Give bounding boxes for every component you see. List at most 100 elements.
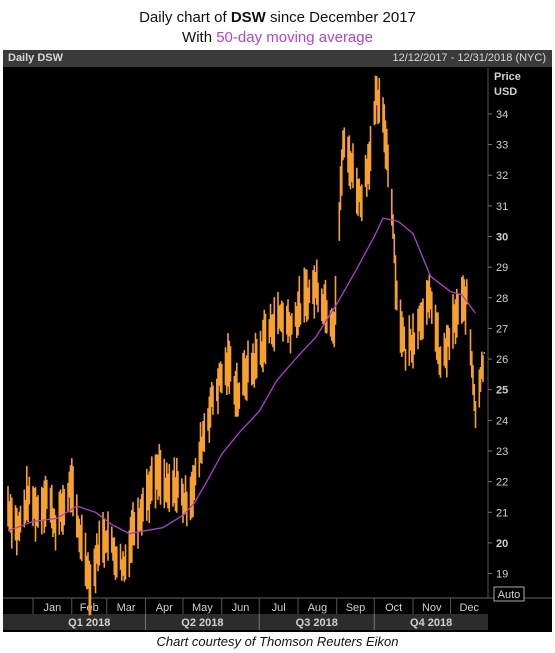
x-quarter-label: Q3 2018 <box>296 617 338 629</box>
price-point <box>202 434 204 437</box>
y-tick-label: 22 <box>496 477 508 489</box>
chart-credit: Chart courtesy of Thomson Reuters Eikon <box>156 634 399 649</box>
y-tick-label: 27 <box>496 323 508 335</box>
price-point <box>413 333 416 336</box>
price-series-bars <box>7 75 484 616</box>
price-point <box>228 364 231 367</box>
y-tick-label: 31 <box>496 201 508 213</box>
price-point <box>289 324 292 327</box>
y-tick-label: 24 <box>496 415 508 427</box>
x-month-label: Jun <box>232 602 250 614</box>
price-point <box>404 352 407 354</box>
title-line-1: Daily chart of DSW since December 2017 <box>0 8 555 28</box>
price-point <box>37 511 39 514</box>
chart-date-range: 12/12/2017 - 12/31/2018 (NYC) <box>392 52 547 64</box>
title-prefix: Daily chart of <box>139 9 227 26</box>
x-month-label: Apr <box>156 602 173 614</box>
price-point <box>375 97 378 100</box>
y-tick-label: 20 <box>496 538 508 550</box>
price-point <box>77 526 79 529</box>
x-month-label: Jul <box>272 602 286 614</box>
price-chart-svg[interactable]: Price USD 19 20 21 22 23 24 25 26 27 28 29 30 31 32 33 34… <box>3 50 552 632</box>
y-axis-label-unit: USD <box>494 86 517 98</box>
price-point <box>448 339 451 342</box>
price-point <box>114 554 117 557</box>
title-line2-highlight: 50-day moving average <box>216 29 373 46</box>
y-tick-label: 21 <box>496 507 508 519</box>
price-point <box>84 554 87 557</box>
price-point <box>167 492 169 495</box>
price-point <box>184 502 187 504</box>
price-point <box>350 165 353 167</box>
title-line2-prefix: With <box>182 29 213 46</box>
price-point <box>123 566 126 569</box>
price-point <box>298 309 301 311</box>
price-point <box>237 394 239 397</box>
price-point <box>272 321 274 324</box>
price-point <box>245 370 248 373</box>
price-point <box>219 376 222 379</box>
price-point <box>342 143 344 146</box>
y-tick-label: 28 <box>496 293 508 305</box>
price-point <box>333 321 336 324</box>
x-month-label: Nov <box>422 602 442 614</box>
price-point <box>105 532 108 535</box>
price-point <box>140 505 143 508</box>
x-month-label: Jan <box>44 602 62 614</box>
price-point <box>54 523 57 526</box>
chart-panel: Daily DSW 12/12/2017 - 12/31/2018 (NYC) … <box>3 50 552 632</box>
chart-title: Daily chart of DSW since December 2017 W… <box>0 8 555 48</box>
title-line-2: With 50-day moving average <box>0 28 555 48</box>
price-point <box>457 309 459 311</box>
y-tick-label: 25 <box>496 385 508 397</box>
price-point <box>254 361 257 364</box>
x-month-label: May <box>192 602 213 614</box>
price-point <box>97 548 99 550</box>
price-point <box>390 198 393 201</box>
price-point <box>483 352 486 354</box>
price-point <box>280 315 283 318</box>
moving-average-line <box>7 217 477 535</box>
y-tick-label: 34 <box>496 109 508 121</box>
x-month-label: Aug <box>308 602 328 614</box>
y-tick-label: 32 <box>496 170 508 182</box>
y-axis-label-price: Price <box>494 71 521 83</box>
auto-scale-label: Auto <box>498 589 521 601</box>
price-point <box>324 306 327 308</box>
x-month-label: Oct <box>385 602 402 614</box>
price-point <box>422 309 424 311</box>
x-month-label: Sep <box>346 602 366 614</box>
price-point <box>263 339 266 342</box>
y-tick-label: 33 <box>496 140 508 152</box>
chart-header-bar: Daily DSW 12/12/2017 - 12/31/2018 (NYC) <box>3 50 552 67</box>
price-point <box>132 526 134 529</box>
price-point <box>27 496 29 498</box>
price-point <box>368 155 371 158</box>
price-point <box>69 483 72 486</box>
y-tick-label: 26 <box>496 354 508 366</box>
x-quarter-label: Q4 2018 <box>410 617 452 629</box>
price-point <box>7 505 9 508</box>
auto-scale-button <box>493 586 525 602</box>
price-point <box>307 293 309 296</box>
price-point <box>45 492 48 495</box>
price-point <box>359 198 362 201</box>
title-suffix: since December 2017 <box>269 9 416 26</box>
price-point <box>439 364 442 367</box>
y-tick-label: 30 <box>496 232 508 244</box>
price-point <box>17 529 19 532</box>
price-point <box>175 483 178 486</box>
chart-instrument-label: Daily DSW <box>8 52 64 64</box>
price-point <box>193 483 196 486</box>
price-point <box>430 299 433 302</box>
price-point <box>63 505 66 508</box>
price-point <box>158 474 161 477</box>
x-month-label: Dec <box>459 602 479 614</box>
price-point <box>315 284 318 287</box>
price-point <box>474 407 477 409</box>
price-point <box>89 587 92 590</box>
x-quarter-label: Q2 2018 <box>181 617 223 629</box>
quarter-band <box>3 614 488 630</box>
price-point <box>383 125 386 128</box>
y-tick-label: 29 <box>496 262 508 274</box>
